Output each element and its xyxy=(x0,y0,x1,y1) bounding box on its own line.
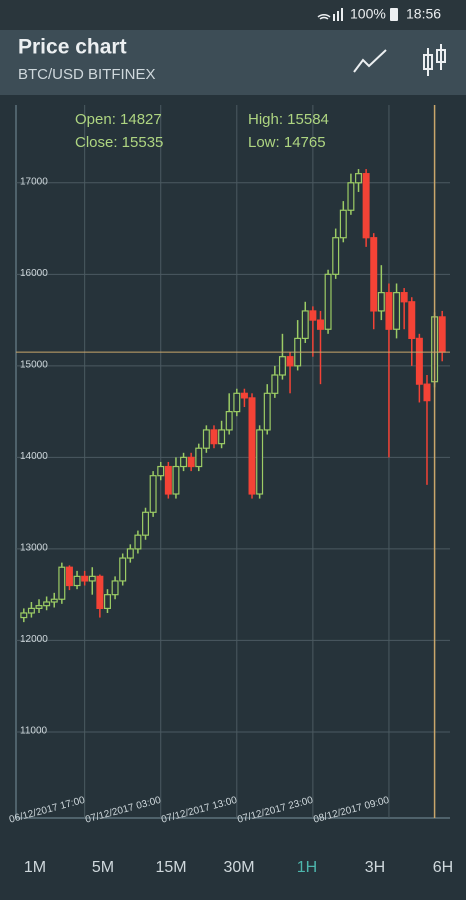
candle-body xyxy=(35,605,43,610)
candle-body xyxy=(134,534,142,550)
candle-body xyxy=(339,209,347,239)
timeframe-tab[interactable]: 3H xyxy=(365,859,385,876)
timeframe-tabs: 1M 5M 15M 30M 1H 3H 6H xyxy=(24,859,453,876)
y-tick-label: 15000 xyxy=(20,359,48,370)
candle-body xyxy=(180,456,188,468)
candle-body xyxy=(263,392,271,431)
wifi-icon xyxy=(317,13,331,20)
candle-body xyxy=(256,429,264,495)
candle-body xyxy=(126,548,134,559)
candle-body xyxy=(278,356,286,376)
candle-body xyxy=(202,429,210,449)
candle-body xyxy=(103,594,111,610)
info-close: Close: 15535 xyxy=(75,134,163,151)
candle-body xyxy=(20,612,28,619)
candle-body xyxy=(43,601,51,607)
candle-body xyxy=(248,397,256,495)
status-bar xyxy=(0,0,466,30)
candle-body xyxy=(316,319,324,330)
candle-body xyxy=(400,292,408,303)
candle-body xyxy=(88,575,96,582)
candle-body xyxy=(50,598,58,603)
candle-body xyxy=(172,465,180,495)
candle-body xyxy=(423,383,431,402)
timeframe-tab[interactable]: 5M xyxy=(92,859,114,876)
candle-body xyxy=(355,173,363,184)
candle-body xyxy=(233,392,241,413)
info-low: Low: 14765 xyxy=(248,134,326,151)
candle-body xyxy=(240,392,248,399)
y-tick-label: 13000 xyxy=(20,543,48,554)
candle-body xyxy=(187,456,195,468)
header-title: Price chart xyxy=(18,36,127,59)
candle-body xyxy=(347,182,355,211)
candle-body xyxy=(119,557,127,582)
candle-body xyxy=(218,429,226,445)
candle-body xyxy=(157,465,165,477)
candle-body xyxy=(195,447,203,468)
line-chart-button[interactable] xyxy=(353,49,387,73)
candle-body xyxy=(324,273,332,330)
signal-icon xyxy=(333,14,335,21)
signal-icon xyxy=(337,11,339,21)
candle-body xyxy=(286,356,294,367)
app-header xyxy=(0,30,466,95)
candle-body xyxy=(438,316,446,353)
candle-body xyxy=(58,566,66,600)
candle-body xyxy=(385,292,393,330)
timeframe-tab[interactable]: 1M xyxy=(24,859,46,876)
timeframe-tab[interactable]: 15M xyxy=(155,859,186,876)
candle-body xyxy=(408,301,416,339)
candle-body xyxy=(73,575,81,587)
y-tick-label: 12000 xyxy=(20,634,48,645)
candle-body xyxy=(164,465,172,495)
candle-body xyxy=(362,173,370,239)
candle-body xyxy=(393,292,401,330)
y-tick-label: 11000 xyxy=(20,726,48,737)
y-tick-label: 16000 xyxy=(20,268,48,279)
candle-chart-button[interactable] xyxy=(423,44,446,76)
y-tick-label: 17000 xyxy=(20,176,48,187)
candle-body xyxy=(301,310,309,339)
timeframe-tab[interactable]: 30M xyxy=(223,859,254,876)
candle-body xyxy=(111,580,119,596)
candle-body xyxy=(65,566,73,587)
candle-body xyxy=(415,337,423,385)
header-subtitle: BTC/USD BITFINEX xyxy=(18,66,156,83)
battery-percent: 100% xyxy=(350,6,386,22)
candle-body xyxy=(96,575,104,610)
info-high: High: 15584 xyxy=(248,111,329,128)
y-tick-label: 14000 xyxy=(20,451,48,462)
battery-icon xyxy=(390,8,398,21)
timeframe-tab[interactable]: 6H xyxy=(433,859,453,876)
candle-body xyxy=(370,237,378,312)
chart-area xyxy=(0,95,466,830)
info-open: Open: 14827 xyxy=(75,111,162,128)
candle-body xyxy=(149,475,157,513)
candle-body xyxy=(309,310,317,321)
candle-body xyxy=(271,374,279,394)
candle-body xyxy=(81,575,89,582)
candle-body xyxy=(27,607,35,614)
candle-body xyxy=(332,237,340,275)
candle-body xyxy=(377,292,385,312)
signal-icon xyxy=(341,8,343,21)
timeframe-tab[interactable]: 1H xyxy=(297,859,317,876)
clock: 18:56 xyxy=(406,6,441,22)
candle-body xyxy=(142,511,150,536)
candle-body xyxy=(225,411,233,431)
candle-body xyxy=(210,429,218,445)
